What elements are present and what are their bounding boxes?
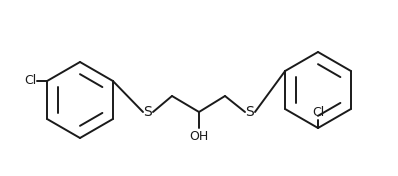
Text: S: S xyxy=(144,105,152,119)
Text: Cl: Cl xyxy=(312,106,324,119)
Text: OH: OH xyxy=(189,130,209,143)
Text: Cl: Cl xyxy=(24,74,36,87)
Text: S: S xyxy=(246,105,254,119)
